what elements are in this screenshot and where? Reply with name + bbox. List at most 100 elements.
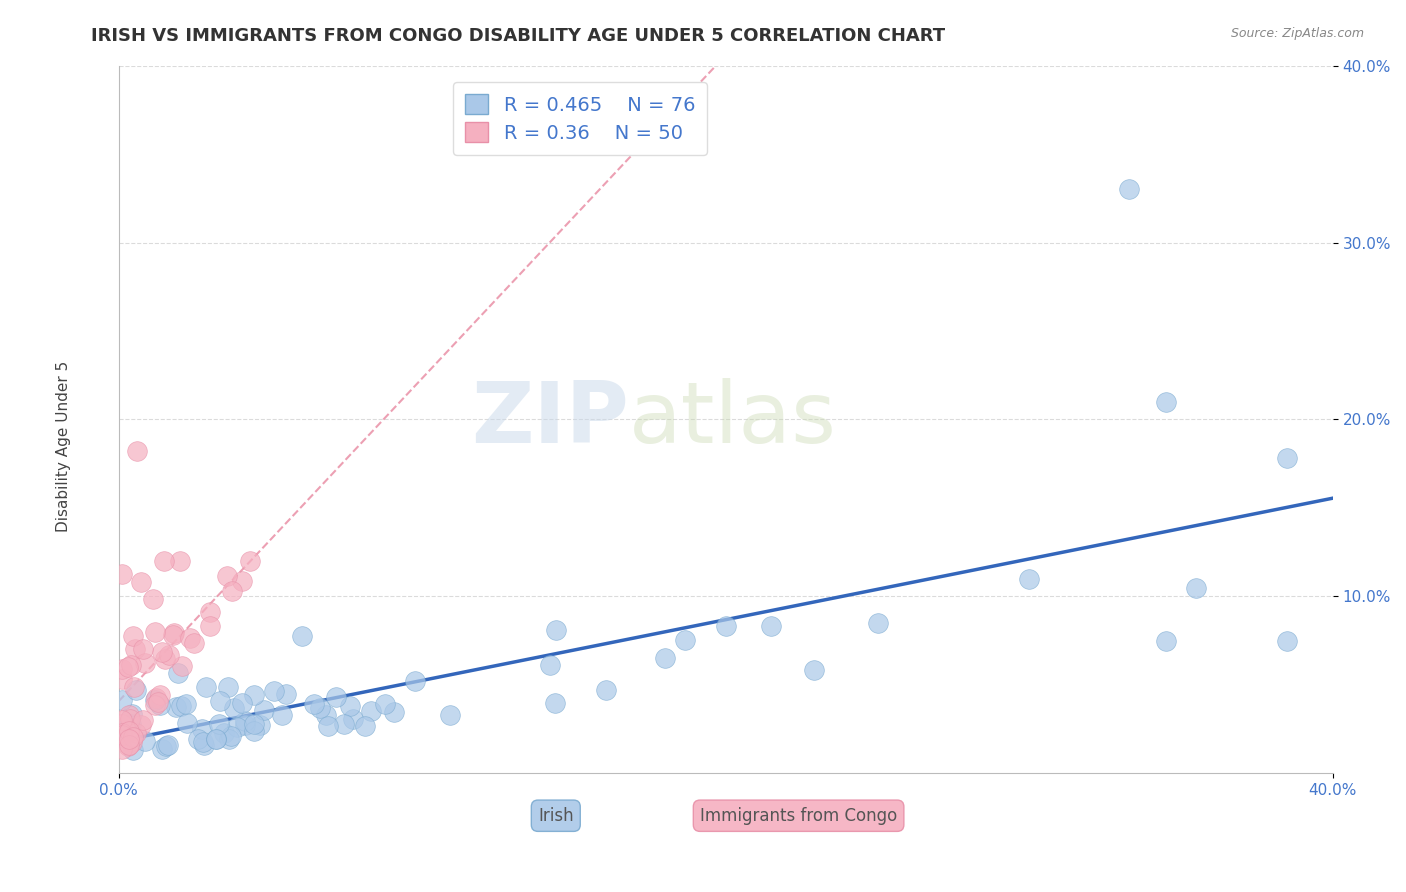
Point bbox=[120, 657, 142, 672]
Point bbox=[218, 732, 240, 747]
Point bbox=[111, 728, 134, 742]
Point bbox=[150, 645, 173, 659]
Point bbox=[111, 662, 134, 676]
Point bbox=[761, 619, 783, 633]
Point bbox=[157, 648, 180, 662]
Point bbox=[187, 732, 209, 747]
Point bbox=[439, 708, 461, 723]
Point bbox=[226, 720, 249, 734]
Point bbox=[205, 732, 228, 747]
Point bbox=[204, 732, 226, 747]
Point bbox=[179, 631, 201, 645]
Point bbox=[673, 632, 696, 647]
Point bbox=[309, 700, 332, 714]
Point bbox=[217, 681, 239, 695]
Text: IRISH VS IMMIGRANTS FROM CONGO DISABILITY AGE UNDER 5 CORRELATION CHART: IRISH VS IMMIGRANTS FROM CONGO DISABILIT… bbox=[91, 27, 945, 45]
Point bbox=[143, 698, 166, 713]
Point bbox=[122, 743, 145, 757]
Point bbox=[302, 698, 325, 712]
Point bbox=[198, 605, 221, 619]
Point bbox=[231, 696, 253, 710]
Point bbox=[111, 692, 134, 706]
Point bbox=[162, 628, 184, 642]
Point bbox=[132, 642, 155, 657]
Point bbox=[243, 717, 266, 731]
Point bbox=[125, 444, 148, 458]
Point bbox=[134, 734, 156, 748]
Point bbox=[183, 635, 205, 649]
Point bbox=[1154, 633, 1177, 648]
Point bbox=[143, 692, 166, 706]
Text: Source: ZipAtlas.com: Source: ZipAtlas.com bbox=[1230, 27, 1364, 40]
Point bbox=[1018, 572, 1040, 586]
Point bbox=[111, 717, 134, 731]
Point bbox=[222, 700, 245, 714]
Point bbox=[353, 719, 375, 733]
Point bbox=[156, 738, 179, 752]
Point bbox=[118, 712, 141, 726]
Point bbox=[291, 629, 314, 643]
Point bbox=[374, 697, 396, 711]
Point bbox=[360, 704, 382, 718]
Point bbox=[152, 742, 174, 756]
Point bbox=[169, 698, 191, 713]
Point bbox=[239, 554, 262, 568]
Point bbox=[125, 725, 148, 739]
Point bbox=[208, 694, 231, 708]
Point bbox=[546, 624, 568, 638]
Point bbox=[145, 690, 167, 705]
Point bbox=[117, 660, 139, 674]
Point bbox=[143, 624, 166, 639]
Point bbox=[803, 663, 825, 677]
Point bbox=[117, 739, 139, 754]
Point bbox=[190, 723, 212, 737]
Point bbox=[217, 569, 239, 583]
Legend: R = 0.465    N = 76, R = 0.36    N = 50: R = 0.465 N = 76, R = 0.36 N = 50 bbox=[453, 82, 707, 154]
Point bbox=[111, 713, 134, 727]
Point bbox=[1118, 182, 1140, 196]
Point bbox=[233, 714, 256, 729]
Text: Immigrants from Congo: Immigrants from Congo bbox=[700, 806, 897, 825]
Point bbox=[249, 718, 271, 732]
Point bbox=[404, 673, 426, 688]
Text: ZIP: ZIP bbox=[471, 378, 628, 461]
Point bbox=[111, 726, 134, 740]
Point bbox=[1277, 633, 1299, 648]
Point bbox=[212, 726, 235, 740]
Point bbox=[219, 729, 242, 743]
Point bbox=[342, 712, 364, 726]
Point bbox=[149, 688, 172, 702]
Point bbox=[333, 716, 356, 731]
Point bbox=[595, 683, 617, 698]
Point bbox=[339, 698, 361, 713]
Point bbox=[316, 719, 339, 733]
Point bbox=[1277, 451, 1299, 466]
Point bbox=[131, 713, 153, 727]
Point bbox=[124, 680, 146, 694]
Point bbox=[121, 735, 143, 749]
Point bbox=[142, 592, 165, 607]
Point bbox=[125, 682, 148, 697]
Point bbox=[117, 707, 139, 722]
Point bbox=[263, 683, 285, 698]
Point bbox=[325, 690, 347, 704]
Point bbox=[191, 735, 214, 749]
Point bbox=[208, 716, 231, 731]
Point bbox=[174, 697, 197, 711]
Point bbox=[252, 703, 274, 717]
Point bbox=[111, 672, 134, 686]
Point bbox=[112, 731, 135, 745]
Point bbox=[654, 651, 676, 665]
Point bbox=[242, 689, 264, 703]
Text: Irish: Irish bbox=[538, 806, 574, 825]
Text: atlas: atlas bbox=[628, 378, 837, 461]
Point bbox=[198, 619, 221, 633]
Point bbox=[274, 687, 297, 701]
Point bbox=[166, 666, 188, 681]
Point bbox=[162, 626, 184, 640]
Point bbox=[121, 629, 143, 643]
Text: Disability Age Under 5: Disability Age Under 5 bbox=[56, 360, 70, 532]
Point bbox=[235, 718, 257, 732]
Point bbox=[170, 658, 193, 673]
Point bbox=[121, 707, 143, 722]
